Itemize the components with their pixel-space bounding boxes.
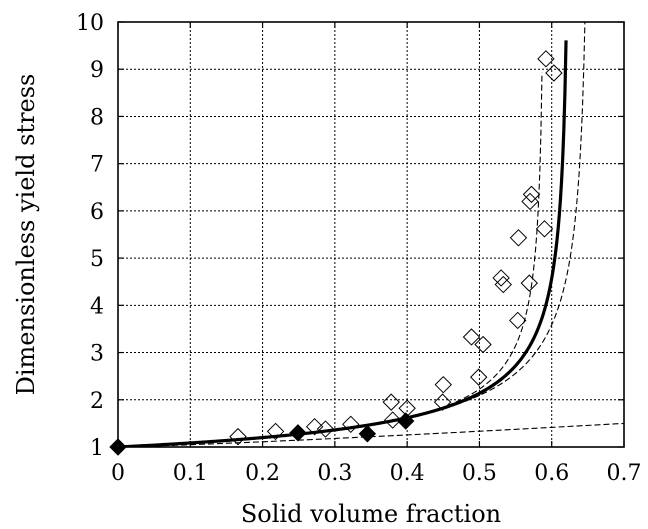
open-diamond-point — [316, 420, 335, 438]
open-diamond-point — [535, 220, 554, 238]
open-diamond-point — [520, 274, 539, 292]
y-tick-label: 8 — [90, 105, 104, 130]
y-tick-label: 6 — [90, 200, 104, 225]
open-diamond-point — [474, 335, 492, 354]
x-tick-label: 0.3 — [317, 461, 352, 486]
filled-diamond-point — [358, 425, 377, 443]
open-diamond-point — [492, 269, 510, 287]
solid-curve — [118, 40, 568, 447]
x-tick-label: 0.7 — [607, 461, 642, 486]
open-diamond-point — [522, 185, 541, 204]
dashed-curve — [118, 22, 586, 447]
y-tick-label: 4 — [90, 294, 104, 319]
open-diamond-point — [462, 328, 481, 346]
x-tick-label: 0.4 — [390, 461, 425, 486]
open-diamond-point — [342, 415, 360, 434]
filled-diamond-point — [289, 424, 307, 442]
y-tick-label: 3 — [90, 342, 104, 367]
y-axis-label: Dimensionless yield stress — [12, 74, 40, 396]
open-diamond-point — [521, 192, 539, 211]
open-diamond-point — [509, 311, 527, 330]
filled-diamond-point — [396, 412, 415, 430]
y-tick-label: 5 — [90, 247, 104, 272]
y-tick-label: 9 — [90, 58, 104, 83]
open-diamond-point — [545, 64, 563, 82]
x-tick-label: 0 — [111, 461, 125, 486]
dashed-curve — [118, 72, 543, 447]
grid-lines — [117, 21, 625, 448]
x-axis-label: Solid volume fraction — [241, 500, 501, 528]
y-tick-label: 10 — [76, 11, 104, 36]
open-diamond-point — [229, 427, 247, 446]
open-diamond-point — [469, 368, 488, 386]
x-tick-label: 0.1 — [173, 461, 208, 486]
y-tick-label: 7 — [90, 153, 104, 178]
open-diamond-point — [434, 375, 452, 394]
open-diamond-point — [382, 393, 400, 411]
tick-labels: 0 0.1 0.2 0.3 0.4 0.5 0.6 0.7 1 2 3 4 5 6 7 8 9 10 — [76, 11, 642, 486]
open-diamond-point — [537, 50, 555, 68]
x-tick-label: 0.2 — [245, 461, 280, 486]
open-diamond-point — [494, 275, 512, 294]
open-diamond-point — [433, 393, 452, 411]
y-tick-label: 1 — [90, 436, 104, 461]
plot-frame — [117, 21, 625, 448]
open-diamond-point — [266, 422, 285, 441]
x-tick-label: 0.5 — [462, 461, 497, 486]
data-points — [109, 50, 563, 456]
open-diamond-point — [509, 229, 528, 247]
x-tick-label: 0.6 — [534, 461, 569, 486]
open-diamond-point — [383, 411, 402, 429]
y-tick-label: 2 — [90, 389, 104, 414]
open-diamond-point — [305, 417, 324, 436]
